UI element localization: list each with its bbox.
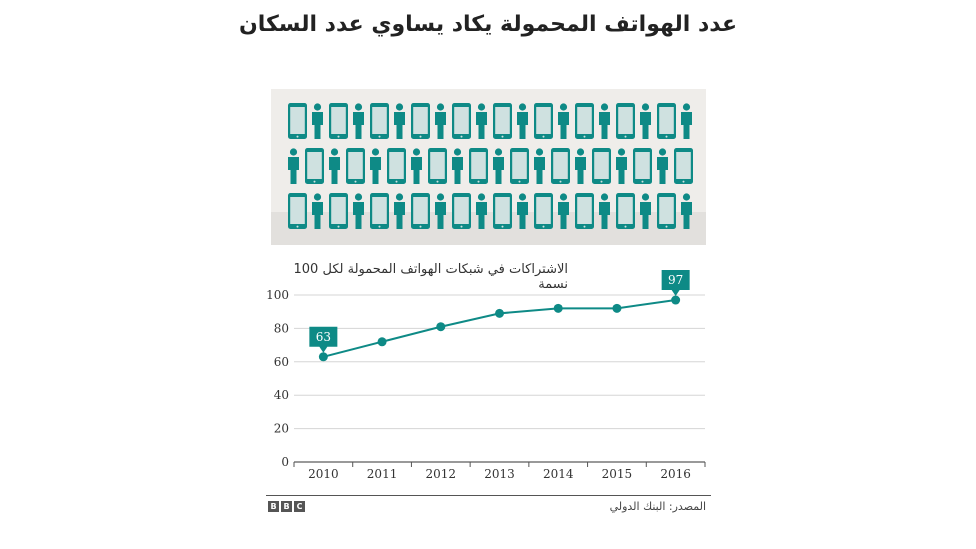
data-point bbox=[553, 303, 563, 313]
person-icon bbox=[370, 148, 381, 184]
person-icon bbox=[452, 148, 463, 184]
person-icon bbox=[476, 193, 487, 229]
person-icon bbox=[517, 103, 528, 139]
phone-icon bbox=[493, 103, 512, 139]
bbc-logo: B B C bbox=[268, 501, 305, 512]
x-tick-label: 2011 bbox=[367, 467, 398, 481]
chart-title: الاشتراكات في شبكات الهواتف المحمولة لكل… bbox=[293, 262, 568, 292]
phone-icon bbox=[329, 193, 348, 229]
value-callout: 97 bbox=[661, 270, 690, 297]
person-icon bbox=[353, 193, 364, 229]
phone-icon bbox=[411, 103, 430, 139]
y-tick-label: 40 bbox=[274, 388, 289, 402]
x-tick-label: 2015 bbox=[602, 467, 633, 481]
phone-icon bbox=[452, 103, 471, 139]
person-icon bbox=[640, 103, 651, 139]
phone-icon bbox=[616, 103, 635, 139]
person-icon bbox=[493, 148, 504, 184]
phone-icon bbox=[288, 193, 307, 229]
phone-icon bbox=[534, 193, 553, 229]
person-icon bbox=[353, 103, 364, 139]
person-icon bbox=[599, 103, 610, 139]
data-point bbox=[495, 308, 504, 318]
phone-icon bbox=[510, 148, 529, 184]
value-callout: 63 bbox=[309, 326, 338, 353]
data-point bbox=[436, 322, 446, 332]
person-icon bbox=[329, 148, 340, 184]
bbc-logo-letter: C bbox=[294, 501, 305, 512]
data-point bbox=[377, 337, 387, 347]
phone-icon bbox=[575, 193, 594, 229]
person-icon bbox=[312, 193, 323, 229]
person-icon bbox=[312, 103, 323, 139]
phone-icon bbox=[387, 148, 406, 184]
data-point bbox=[318, 352, 328, 362]
y-tick-label: 80 bbox=[274, 321, 289, 335]
footer-divider bbox=[266, 495, 711, 496]
y-tick-label: 100 bbox=[266, 288, 289, 302]
icons-grid bbox=[288, 103, 693, 229]
y-tick-label: 0 bbox=[281, 455, 289, 469]
y-tick-label: 20 bbox=[274, 422, 289, 436]
phone-icon bbox=[674, 148, 693, 184]
bbc-logo-letter: B bbox=[281, 501, 292, 512]
person-icon bbox=[394, 103, 405, 139]
x-tick-label: 2016 bbox=[660, 467, 691, 481]
phone-icon bbox=[534, 103, 553, 139]
person-icon bbox=[435, 193, 446, 229]
person-icon bbox=[599, 193, 610, 229]
person-icon bbox=[411, 148, 422, 184]
person-icon bbox=[558, 103, 569, 139]
x-tick-label: 2010 bbox=[308, 467, 339, 481]
person-icon bbox=[640, 193, 651, 229]
phone-icon bbox=[592, 148, 611, 184]
person-icon bbox=[616, 148, 627, 184]
source-text: المصدر: البنك الدولي bbox=[609, 500, 706, 513]
phone-icon bbox=[346, 148, 365, 184]
phone-icon bbox=[370, 103, 389, 139]
person-icon bbox=[476, 103, 487, 139]
phone-icon bbox=[616, 193, 635, 229]
phone-icon bbox=[575, 103, 594, 139]
phone-icon bbox=[452, 193, 471, 229]
person-icon bbox=[681, 103, 692, 139]
x-tick-label: 2014 bbox=[543, 467, 574, 481]
phone-icon bbox=[305, 148, 324, 184]
phone-icon bbox=[657, 193, 676, 229]
phone-icon bbox=[551, 148, 570, 184]
page-title: عدد الهواتف المحمولة يكاد يساوي عدد السك… bbox=[238, 12, 738, 37]
y-tick-label: 60 bbox=[274, 355, 289, 369]
phone-icon bbox=[633, 148, 652, 184]
phone-icon bbox=[370, 193, 389, 229]
x-tick-label: 2013 bbox=[484, 467, 515, 481]
person-icon bbox=[575, 148, 586, 184]
phone-icon bbox=[469, 148, 488, 184]
person-icon bbox=[558, 193, 569, 229]
callout-label: 63 bbox=[316, 330, 331, 344]
bbc-logo-letter: B bbox=[268, 501, 279, 512]
person-icon bbox=[288, 148, 299, 184]
person-icon bbox=[435, 103, 446, 139]
phones-people-illustration bbox=[271, 89, 706, 245]
phone-icon bbox=[657, 103, 676, 139]
phone-icon bbox=[493, 193, 512, 229]
callout-label: 97 bbox=[668, 273, 683, 287]
person-icon bbox=[534, 148, 545, 184]
data-point bbox=[612, 303, 622, 313]
person-icon bbox=[517, 193, 528, 229]
data-point bbox=[671, 295, 681, 305]
phone-icon bbox=[428, 148, 447, 184]
phone-icon bbox=[288, 103, 307, 139]
x-tick-label: 2012 bbox=[426, 467, 457, 481]
person-icon bbox=[657, 148, 668, 184]
phone-icon bbox=[411, 193, 430, 229]
person-icon bbox=[394, 193, 405, 229]
person-icon bbox=[681, 193, 692, 229]
phone-icon bbox=[329, 103, 348, 139]
